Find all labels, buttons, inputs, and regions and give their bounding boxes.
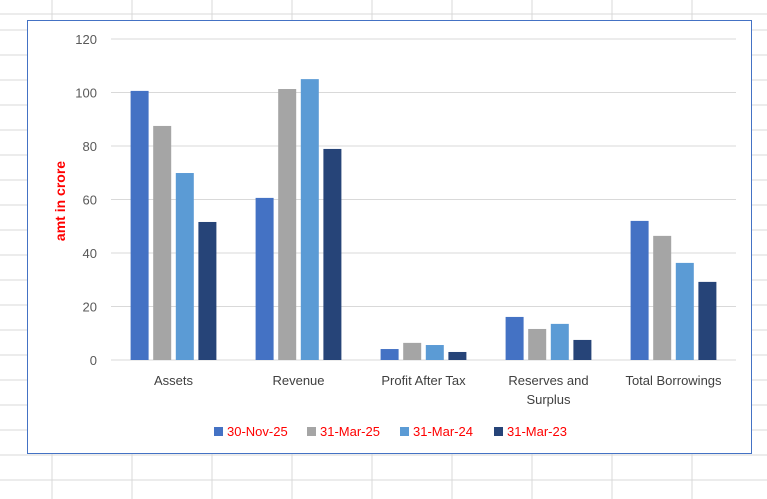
x-tick-label: Surplus bbox=[526, 392, 571, 407]
bar-31-mar-24 bbox=[425, 345, 444, 360]
legend-label: 31-Mar-23 bbox=[507, 424, 567, 439]
bar-31-mar-25 bbox=[528, 328, 547, 360]
y-tick-label: 40 bbox=[83, 246, 97, 261]
y-axis-title: amt in crore bbox=[52, 161, 68, 241]
bar-31-mar-24 bbox=[675, 262, 694, 360]
legend-swatch bbox=[307, 427, 316, 436]
x-tick-label: Assets bbox=[154, 373, 194, 388]
bar-30-nov-25 bbox=[130, 90, 149, 361]
y-tick-label: 0 bbox=[90, 353, 97, 368]
bar-31-mar-23 bbox=[698, 281, 717, 360]
legend-swatch bbox=[400, 427, 409, 436]
bar-31-mar-23 bbox=[573, 339, 592, 360]
legend-label: 31-Mar-24 bbox=[413, 424, 473, 439]
bar-30-nov-25 bbox=[255, 197, 274, 360]
x-tick-label: Profit After Tax bbox=[381, 373, 466, 388]
bar-31-mar-23 bbox=[323, 148, 342, 360]
x-tick-label: Revenue bbox=[272, 373, 324, 388]
y-tick-label: 60 bbox=[83, 193, 97, 208]
bar-31-mar-23 bbox=[198, 221, 217, 360]
legend-label: 30-Nov-25 bbox=[227, 424, 288, 439]
legend-label: 31-Mar-25 bbox=[320, 424, 380, 439]
bar-30-nov-25 bbox=[630, 220, 649, 360]
x-tick-label: Total Borrowings bbox=[625, 373, 722, 388]
bar-31-mar-25 bbox=[278, 89, 297, 361]
bar-31-mar-25 bbox=[403, 342, 422, 360]
bar-30-nov-25 bbox=[505, 316, 524, 360]
bar-31-mar-25 bbox=[153, 125, 172, 360]
bar-31-mar-24 bbox=[175, 173, 194, 360]
y-tick-label: 100 bbox=[75, 86, 97, 101]
bar-31-mar-23 bbox=[448, 351, 467, 360]
y-tick-label: 20 bbox=[83, 300, 97, 315]
bar-chart[interactable]: 0 20 40 60 80 100 120 amt in crore Assets Revenue… bbox=[27, 20, 752, 454]
y-tick-label: 80 bbox=[83, 139, 97, 154]
bar-30-nov-25 bbox=[380, 349, 399, 360]
bar-31-mar-24 bbox=[300, 79, 319, 360]
chart-canvas: 0 20 40 60 80 100 120 amt in crore Assets Revenue… bbox=[52, 32, 736, 439]
legend-swatch bbox=[214, 427, 223, 436]
bar-31-mar-24 bbox=[550, 323, 569, 360]
bar-31-mar-25 bbox=[653, 235, 672, 360]
x-tick-label: Reserves and bbox=[508, 373, 588, 388]
y-tick-label: 120 bbox=[75, 32, 97, 47]
legend-swatch bbox=[494, 427, 503, 436]
